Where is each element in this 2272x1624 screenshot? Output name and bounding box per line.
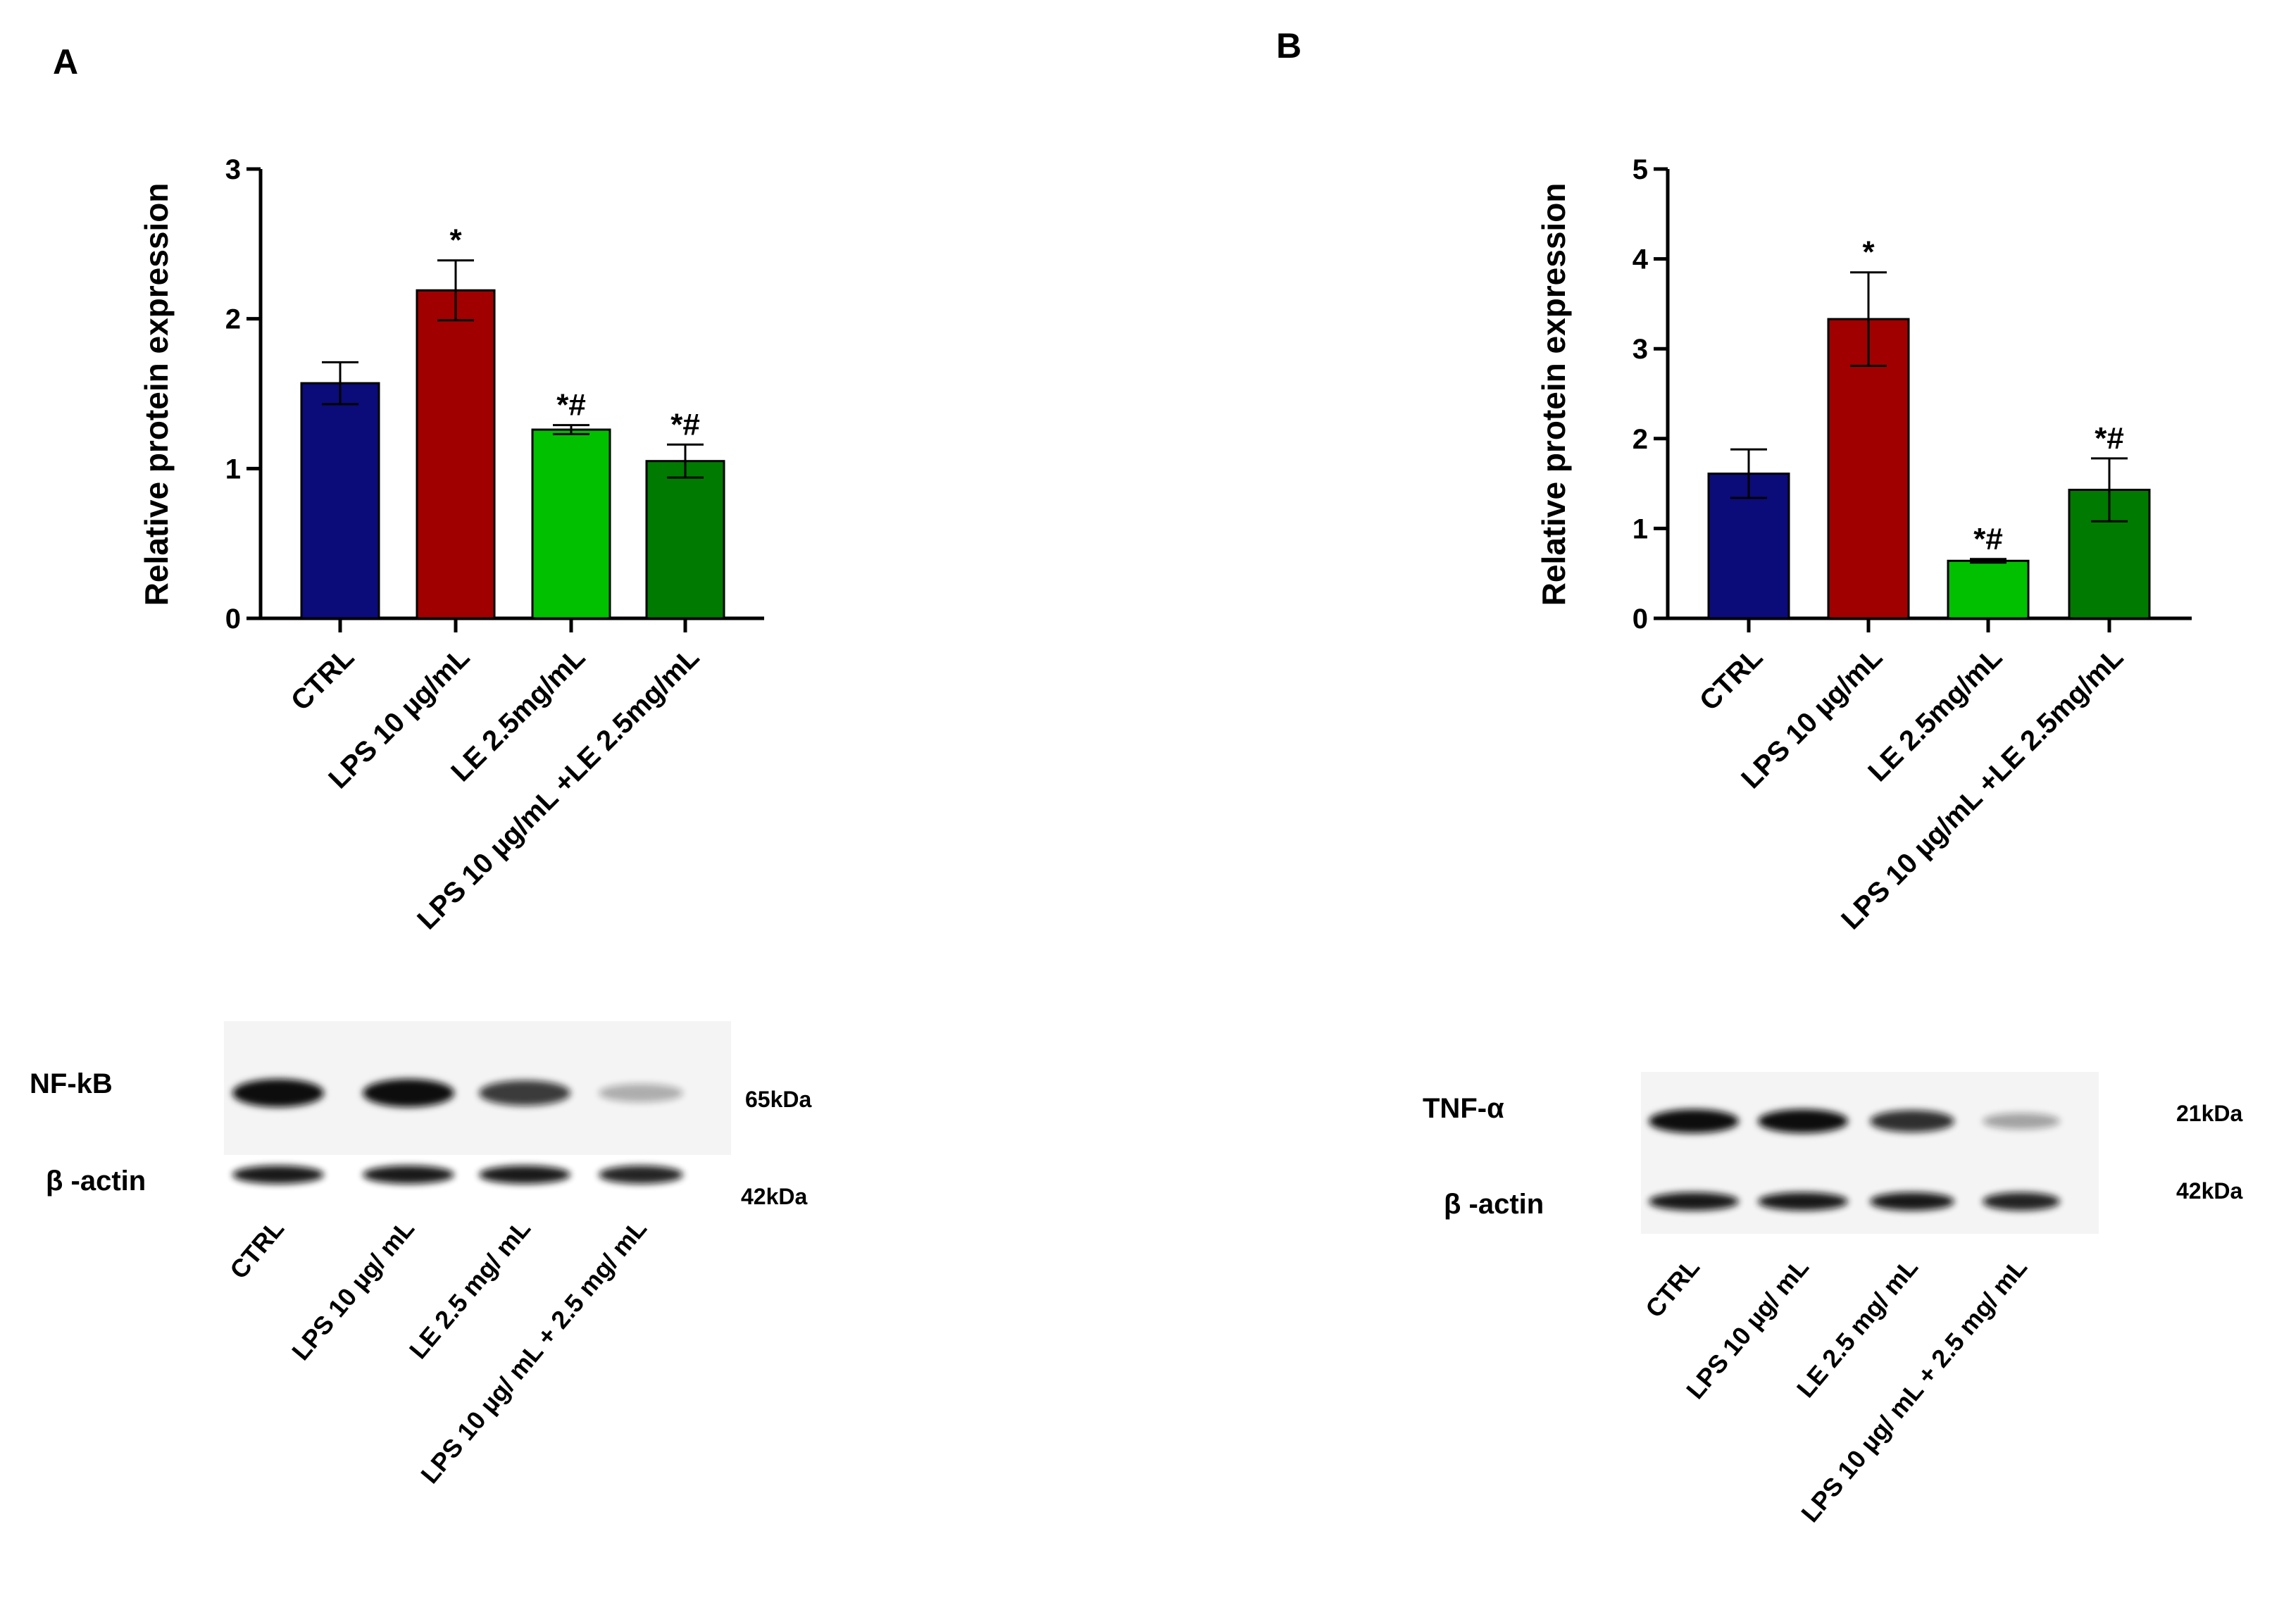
- blot-a-lane-label: LE 2.5 mg/ mL: [404, 1214, 536, 1364]
- chart-b-significance-label: *: [1862, 235, 1875, 270]
- chart-a-bar: [416, 289, 496, 620]
- blot-a: [232, 1079, 683, 1184]
- blot-a-target-label: NF-kB: [30, 1068, 113, 1099]
- blot-a-control-band: [479, 1166, 570, 1184]
- chart-a-bar: [300, 382, 380, 620]
- blot-a-control-kda: 42kDa: [741, 1184, 808, 1209]
- blot-a-control-band: [232, 1166, 324, 1184]
- blot-b-lane-label: CTRL: [1640, 1253, 1705, 1323]
- blot-a-control-band: [363, 1166, 454, 1184]
- blot-b-target-kda: 21kDa: [2176, 1101, 2243, 1126]
- chart-a-significance-label: *#: [556, 388, 586, 423]
- chart-a-ylabel-wrap: Relative protein expression: [138, 183, 175, 606]
- blot-b-control-label: β -actin: [1444, 1189, 1544, 1220]
- blot-a-target-band: [363, 1079, 454, 1107]
- chart-a-ytick-label: 2: [225, 304, 241, 335]
- chart-b-bar: [1947, 559, 2030, 620]
- blot-b: [1649, 1109, 2060, 1211]
- panel-letter-b: B: [1276, 26, 1302, 65]
- blot-b-target-band: [1870, 1110, 1954, 1132]
- chart-a-ytick-label: 0: [225, 604, 241, 635]
- chart-a-bar: [645, 460, 725, 620]
- chart-b-ytick-label: 3: [1633, 334, 1648, 365]
- blot-a-target-kda: 65kDa: [745, 1087, 812, 1112]
- blot-b-control-band: [1983, 1192, 2060, 1211]
- blot-b-target-band: [1758, 1109, 1848, 1133]
- chart-a-category-label: CTRL: [285, 642, 361, 717]
- blot-a-target-band: [599, 1084, 683, 1102]
- chart-b-significance-label: *#: [1973, 522, 2003, 556]
- chart-b-ylabel-wrap: Relative protein expression: [1535, 183, 1572, 606]
- chart-a-ytick-label: 1: [225, 454, 241, 485]
- blot-a-control-band: [599, 1166, 683, 1184]
- blot-a-lane-label: CTRL: [224, 1214, 289, 1285]
- chart-b-bar: [1827, 318, 1910, 620]
- blot-b-lane-label: LPS 10 µg/ mL + 2.5 mg/ mL: [1795, 1253, 2033, 1528]
- chart-b-ytick-label: 5: [1633, 154, 1648, 185]
- blot-b-target-label: TNF-α: [1423, 1093, 1504, 1124]
- chart-b-ytick-label: 4: [1633, 244, 1649, 275]
- chart-a-significance-label: *: [449, 223, 462, 258]
- blot-b-control-band: [1758, 1192, 1848, 1211]
- chart-b-ytick-label: 2: [1633, 424, 1648, 455]
- blot-a-target-band: [232, 1079, 324, 1107]
- chart-a-ylabel: Relative protein expression: [138, 183, 175, 606]
- blot-a-target-band: [479, 1080, 570, 1106]
- chart-a-bar: [531, 428, 611, 620]
- blot-b-control-kda: 42kDa: [2176, 1178, 2243, 1204]
- chart-a-ytick-label: 3: [225, 154, 241, 185]
- blot-b-target-band: [1983, 1113, 2060, 1130]
- blot-b-control-band: [1649, 1192, 1739, 1211]
- chart-b-significance-label: *#: [2095, 421, 2124, 456]
- blot-b-target-band: [1649, 1109, 1739, 1133]
- blot-b-control-band: [1870, 1192, 1954, 1211]
- blot-a-lane-label: LPS 10 µg/ mL + 2.5 mg/ mL: [415, 1214, 652, 1489]
- chart-b-ylabel: Relative protein expression: [1535, 183, 1572, 606]
- chart-a-significance-label: *#: [670, 407, 700, 442]
- chart-b-ytick-label: 0: [1633, 604, 1648, 635]
- panel-letter-a: A: [53, 42, 78, 82]
- blot-a-lane-label: LPS 10 µg/ mL: [286, 1214, 420, 1366]
- blot-a-control-label: β -actin: [46, 1166, 146, 1197]
- panel-a: A Relative protein expression 0 1 2 3 CTRL * L…: [30, 42, 812, 1489]
- chart-b-category-label: CTRL: [1694, 642, 1769, 717]
- panel-b: B Relative protein expression 0 1 2 3 4 5 CTRL…: [1276, 26, 2243, 1528]
- chart-b-ytick-label: 1: [1633, 513, 1648, 544]
